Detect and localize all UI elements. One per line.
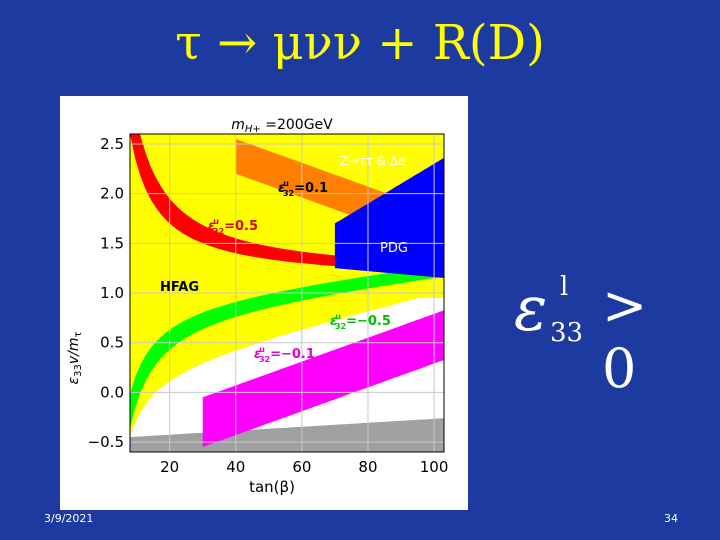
region-label-eps-plus-0.5: εu 32=0.5	[208, 217, 258, 236]
x-axis-label: tan(β)	[249, 478, 295, 496]
pdg-region	[334, 157, 444, 278]
x-tick-label: 80	[358, 458, 377, 476]
y-tick-label: 2.5	[100, 135, 124, 153]
footer-date: 3/9/2021	[44, 512, 94, 525]
region-label-eps-minus-0.5: εu 32=−0.5	[330, 312, 391, 331]
chart-labels: mH+ =200GeV tan(β) ε33v/mτ 20 40 60 80 100 2…	[66, 117, 448, 496]
y-tick-label: 1.5	[100, 234, 124, 252]
region-label-excluded-lower: Z→ττ & Δe	[340, 407, 405, 421]
chart-svg: mH+ =200GeV tan(β) ε33v/mτ 20 40 60 80 100 2…	[66, 117, 448, 496]
x-tick-labels: 20 40 60 80 100	[160, 458, 448, 476]
eps-minus-0.1-band	[202, 310, 444, 447]
formula-symbol: ε	[514, 272, 548, 345]
formula-superscript: l	[560, 272, 569, 302]
slide-title: τ → μνν + R(D)	[175, 15, 545, 71]
y-tick-label: 0.0	[100, 383, 124, 401]
region-label-pdg: PDG	[380, 241, 408, 256]
y-tick-label: 0.5	[100, 334, 124, 352]
y-tick-label: 2.0	[100, 185, 124, 203]
formula-relation: > 0	[602, 274, 648, 400]
x-tick-label: 100	[420, 458, 449, 476]
y-tick-labels: 2.5 2.0 1.5 1.0 0.5 0.0 −0.5	[88, 135, 124, 451]
footer-page-number: 34	[664, 512, 678, 525]
region-label-eps-plus-0.1: εu 32=0.1	[278, 179, 328, 198]
plot-panel: mH+ =200GeV tan(β) ε33v/mτ 20 40 60 80 100 2…	[60, 96, 468, 510]
plot-frame	[129, 133, 445, 453]
hfag-region	[130, 134, 444, 436]
formula-subscript: 33	[550, 318, 584, 348]
eps-plus-0.5-band	[130, 134, 444, 272]
y-axis-label: ε33v/mτ	[66, 332, 84, 385]
x-tick-label: 20	[160, 458, 179, 476]
epsilon-33-condition: ε l 33 > 0	[510, 270, 690, 400]
chart-title: mH+ =200GeV	[231, 117, 333, 135]
region-label-hfag: HFAG	[160, 280, 199, 295]
y-tick-label: −0.5	[88, 433, 124, 451]
x-tick-label: 60	[292, 458, 311, 476]
y-tick-label: 1.0	[100, 284, 124, 302]
plot-area	[130, 134, 444, 452]
eps-minus-0.5-band	[130, 264, 444, 429]
x-tick-label: 40	[226, 458, 245, 476]
region-label-excluded-upper: Z→ττ & Δe	[340, 154, 405, 168]
region-label-eps-minus-0.1: εu 32=−0.1	[254, 345, 315, 364]
